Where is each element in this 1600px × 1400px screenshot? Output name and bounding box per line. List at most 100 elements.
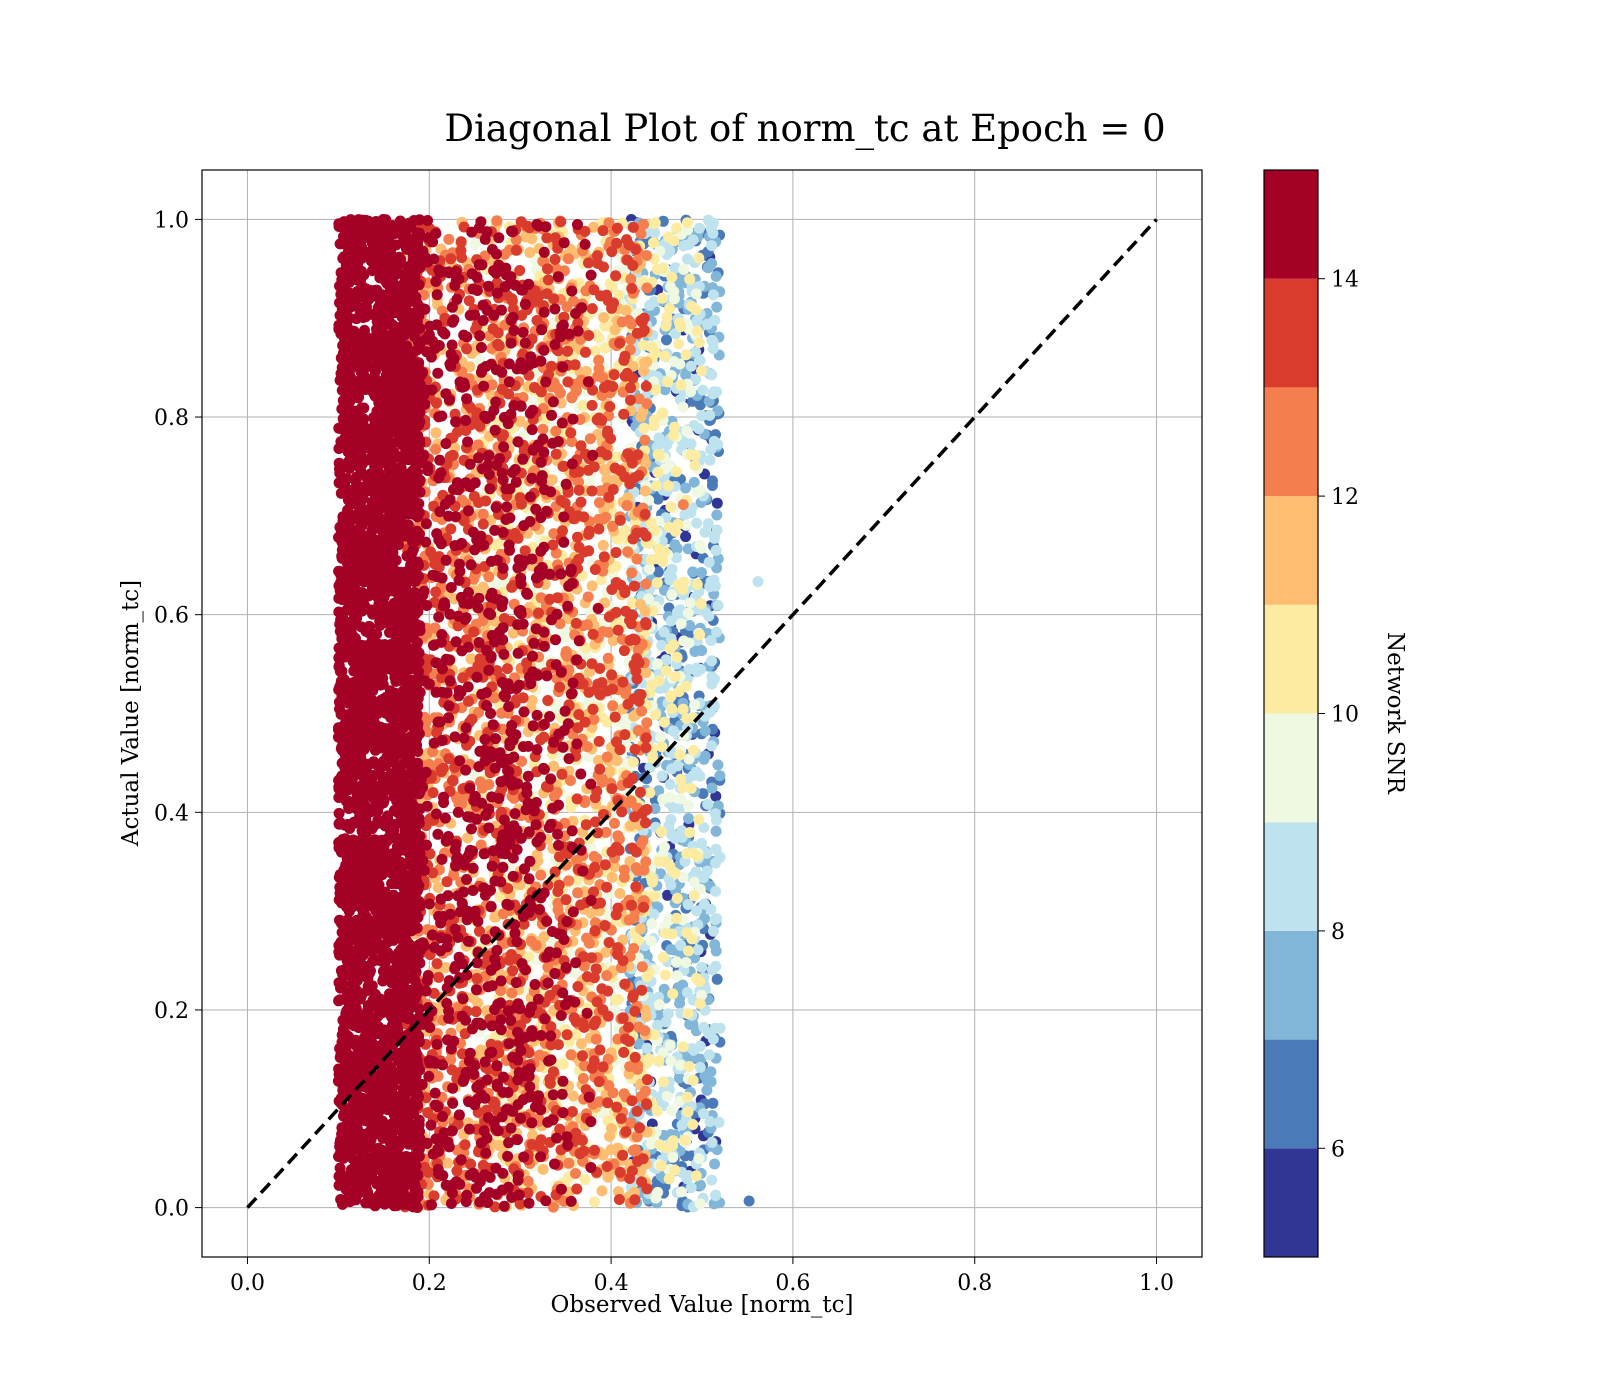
scatter-point: [677, 499, 689, 511]
scatter-point: [554, 851, 565, 863]
scatter-point: [675, 618, 687, 630]
scatter-point: [639, 605, 651, 617]
scatter-point: [605, 433, 617, 445]
scatter-point: [702, 1075, 713, 1087]
scatter-point: [695, 485, 706, 497]
scatter-point: [706, 964, 718, 976]
scatter-point: [601, 685, 613, 697]
scatter-point: [690, 346, 702, 358]
scatter-point: [588, 461, 600, 473]
scatter-point: [612, 624, 624, 636]
scatter-point: [598, 551, 610, 563]
scatter-point: [687, 234, 699, 246]
scatter-point: [648, 420, 660, 432]
scatter-point: [694, 629, 706, 641]
scatter-point: [554, 681, 566, 693]
scatter-point: [626, 567, 638, 579]
scatter-point: [544, 593, 556, 605]
scatter-point: [584, 433, 596, 445]
scatter-point: [685, 360, 697, 372]
scatter-point: [625, 382, 637, 394]
scatter-point: [711, 973, 723, 985]
scatter-point: [586, 580, 598, 592]
scatter-point: [657, 793, 669, 805]
scatter-point: [667, 1151, 679, 1163]
scatter-point: [694, 770, 706, 782]
scatter-point: [530, 939, 542, 951]
scatter-point: [677, 1041, 689, 1053]
scatter-point: [575, 496, 587, 508]
scatter-point: [663, 1173, 675, 1185]
scatter-point: [640, 530, 652, 542]
scatter-point: [445, 253, 457, 265]
scatter-point: [565, 427, 577, 439]
scatter-point: [656, 639, 668, 651]
scatter-point: [677, 703, 689, 715]
scatter-point: [693, 222, 705, 234]
scatter-point: [624, 634, 636, 646]
scatter-point: [697, 384, 709, 396]
scatter-point: [705, 635, 717, 646]
scatter-point: [483, 571, 495, 583]
scatter-point: [641, 971, 653, 983]
scatter-point: [514, 492, 526, 504]
scatter-point: [625, 394, 636, 406]
scatter-point: [625, 273, 637, 285]
scatter-point: [712, 599, 724, 611]
scatter-point: [674, 358, 686, 370]
scatter-point: [651, 480, 662, 492]
scatter-point: [680, 482, 691, 494]
scatter-point: [629, 580, 640, 592]
scatter-point: [657, 407, 669, 419]
scatter-point: [433, 971, 445, 983]
scatter-point: [583, 525, 595, 537]
scatter-point: [623, 314, 635, 326]
scatter-point: [708, 925, 719, 937]
scatter-point: [675, 773, 687, 785]
scatter-point: [491, 215, 503, 227]
scatter-point: [681, 217, 693, 229]
scatter-point: [620, 525, 631, 536]
scatter-point: [632, 643, 644, 655]
scatter-point: [604, 401, 616, 412]
scatter-point: [567, 1090, 579, 1102]
scatter-point: [581, 619, 593, 631]
scatter-point: [618, 645, 630, 657]
scatter-point: [617, 676, 629, 688]
scatter-point: [652, 449, 664, 460]
scatter-point: [627, 221, 639, 233]
scatter-point: [675, 1186, 687, 1198]
scatter-point: [638, 422, 650, 434]
scatter-point: [649, 803, 661, 815]
scatter-point: [658, 983, 670, 995]
scatter-point: [653, 432, 665, 444]
scatter-point: [703, 556, 715, 568]
scatter-point: [695, 1179, 706, 1191]
scatter-point: [503, 954, 515, 966]
scatter-point: [610, 994, 622, 1006]
scatter-point: [589, 1196, 600, 1208]
scatter-point: [707, 1033, 719, 1045]
scatter-point: [628, 943, 640, 954]
scatter-point: [679, 509, 691, 521]
scatter-point: [614, 1166, 626, 1178]
scatter-point: [570, 1168, 581, 1179]
scatter-point: [687, 1119, 699, 1130]
scatter-point: [685, 449, 697, 461]
scatter-point: [666, 928, 678, 940]
scatter-point: [601, 449, 613, 461]
scatter-point: [683, 637, 695, 649]
scatter-point: [552, 886, 564, 897]
scatter-point: [681, 848, 693, 860]
scatter-point: [586, 1062, 598, 1074]
scatter-point: [602, 1010, 614, 1022]
scatter-point: [662, 480, 674, 492]
scatter-point: [667, 802, 679, 814]
scatter-point: [459, 1139, 471, 1151]
scatter-point: [646, 876, 658, 888]
scatter-point: [696, 989, 707, 1001]
scatter-point: [456, 252, 468, 264]
scatter-point: [552, 271, 564, 283]
scatter-point: [652, 467, 664, 479]
